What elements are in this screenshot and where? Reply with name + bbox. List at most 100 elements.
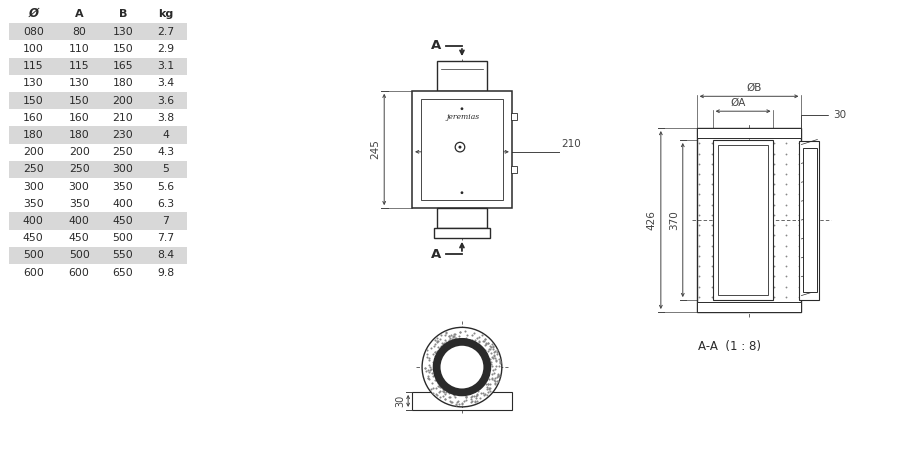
Bar bbox=[9, 247, 187, 264]
Text: A: A bbox=[75, 9, 84, 19]
Text: 350: 350 bbox=[68, 199, 89, 209]
Circle shape bbox=[434, 339, 491, 396]
Text: 150: 150 bbox=[68, 95, 89, 106]
Bar bbox=[434, 228, 490, 238]
Text: 30: 30 bbox=[801, 110, 846, 130]
Text: 130: 130 bbox=[68, 78, 89, 89]
Text: 160: 160 bbox=[22, 113, 44, 123]
Text: 300: 300 bbox=[112, 164, 133, 175]
Text: 180: 180 bbox=[68, 130, 89, 140]
Text: 450: 450 bbox=[112, 216, 133, 226]
Text: 3.1: 3.1 bbox=[158, 61, 175, 71]
Bar bbox=[412, 392, 512, 410]
Text: 7.7: 7.7 bbox=[158, 233, 175, 243]
Bar bbox=[511, 113, 517, 121]
Circle shape bbox=[461, 191, 464, 194]
Text: 370: 370 bbox=[669, 210, 679, 230]
Bar bbox=[420, 99, 503, 200]
Text: 160: 160 bbox=[68, 113, 89, 123]
Text: 110: 110 bbox=[68, 44, 89, 54]
Bar bbox=[9, 92, 187, 109]
Text: 115: 115 bbox=[68, 61, 89, 71]
Text: 6.3: 6.3 bbox=[158, 199, 175, 209]
Bar bbox=[9, 126, 187, 144]
Text: A-A  (1 : 8): A-A (1 : 8) bbox=[698, 340, 760, 353]
Text: 165: 165 bbox=[112, 61, 133, 71]
Text: 5.6: 5.6 bbox=[158, 182, 175, 192]
Text: 230: 230 bbox=[112, 130, 133, 140]
Bar bbox=[804, 148, 817, 292]
Text: 200: 200 bbox=[22, 147, 44, 157]
Bar bbox=[713, 140, 773, 300]
Text: 4: 4 bbox=[162, 130, 169, 140]
Text: A: A bbox=[431, 248, 441, 261]
Bar bbox=[9, 212, 187, 230]
Text: 300: 300 bbox=[68, 182, 90, 192]
Bar bbox=[412, 91, 512, 208]
Bar bbox=[437, 208, 487, 228]
Circle shape bbox=[422, 327, 502, 407]
Text: jeremias: jeremias bbox=[446, 112, 480, 121]
Text: 7: 7 bbox=[162, 216, 169, 226]
Text: 9.8: 9.8 bbox=[158, 268, 175, 278]
Text: 250: 250 bbox=[22, 164, 44, 175]
Text: 450: 450 bbox=[68, 233, 89, 243]
Text: B: B bbox=[119, 9, 127, 19]
Text: 210: 210 bbox=[562, 139, 581, 149]
Text: 245: 245 bbox=[370, 140, 380, 159]
Text: 5: 5 bbox=[162, 164, 169, 175]
Text: 350: 350 bbox=[22, 199, 44, 209]
Bar bbox=[697, 302, 801, 312]
Text: A: A bbox=[431, 39, 441, 52]
Text: 150: 150 bbox=[22, 95, 44, 106]
Text: 500: 500 bbox=[68, 250, 90, 261]
Bar bbox=[718, 145, 768, 295]
Text: 180: 180 bbox=[112, 78, 133, 89]
Text: 100: 100 bbox=[22, 44, 44, 54]
Text: 250: 250 bbox=[112, 147, 133, 157]
Bar bbox=[9, 23, 187, 40]
Text: 3.6: 3.6 bbox=[158, 95, 175, 106]
Text: 500: 500 bbox=[112, 233, 133, 243]
Text: 650: 650 bbox=[112, 268, 133, 278]
Bar bbox=[799, 140, 819, 300]
Text: 2.9: 2.9 bbox=[158, 44, 175, 54]
Text: 450: 450 bbox=[22, 233, 44, 243]
Text: ØA: ØA bbox=[731, 98, 746, 108]
Text: 210: 210 bbox=[112, 113, 133, 123]
Text: Ø: Ø bbox=[28, 6, 39, 19]
Bar bbox=[437, 61, 487, 91]
Text: 4.3: 4.3 bbox=[158, 147, 175, 157]
Text: 500: 500 bbox=[22, 250, 44, 261]
Text: 130: 130 bbox=[112, 27, 133, 37]
Text: 080: 080 bbox=[22, 27, 44, 37]
Bar bbox=[9, 58, 187, 75]
Text: 180: 180 bbox=[22, 130, 44, 140]
Text: ØB: ØB bbox=[746, 82, 761, 92]
Text: 2.7: 2.7 bbox=[158, 27, 175, 37]
Text: 300: 300 bbox=[22, 182, 44, 192]
Text: 600: 600 bbox=[22, 268, 44, 278]
Text: 115: 115 bbox=[23, 61, 43, 71]
Circle shape bbox=[461, 108, 464, 110]
Text: kg: kg bbox=[158, 9, 174, 19]
Text: 550: 550 bbox=[112, 250, 133, 261]
Text: 400: 400 bbox=[112, 199, 133, 209]
Text: 426: 426 bbox=[647, 210, 657, 230]
Text: 200: 200 bbox=[112, 95, 133, 106]
Text: 3.8: 3.8 bbox=[158, 113, 175, 123]
Circle shape bbox=[455, 142, 464, 152]
Text: 600: 600 bbox=[68, 268, 90, 278]
Text: 250: 250 bbox=[68, 164, 89, 175]
Bar bbox=[511, 166, 517, 173]
Bar bbox=[697, 128, 801, 138]
Text: 350: 350 bbox=[112, 182, 133, 192]
Text: 400: 400 bbox=[68, 216, 90, 226]
Text: 8.4: 8.4 bbox=[158, 250, 175, 261]
Text: 30: 30 bbox=[395, 395, 405, 407]
Text: 200: 200 bbox=[68, 147, 90, 157]
Circle shape bbox=[458, 146, 462, 148]
Bar bbox=[697, 128, 801, 312]
Text: 400: 400 bbox=[22, 216, 44, 226]
Text: 80: 80 bbox=[72, 27, 86, 37]
